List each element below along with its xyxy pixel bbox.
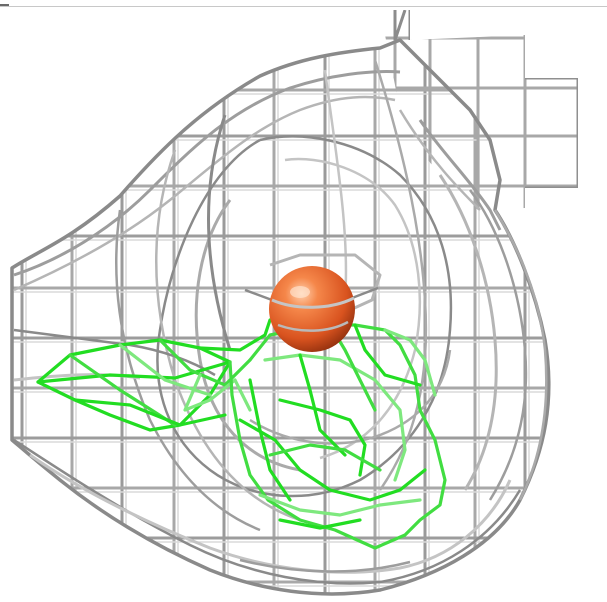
- mesh-contour-line: [284, 157, 422, 460]
- mesh-contour-line: [207, 114, 232, 351]
- mesh-contour-line: [438, 174, 498, 491]
- mesh-contour-line: [156, 135, 453, 498]
- mesh-contour-line: [13, 438, 522, 585]
- cavity-mesh-line: [278, 398, 367, 477]
- mesh-contour-line: [468, 189, 528, 501]
- cavity-mesh-line: [198, 318, 272, 352]
- mesh-contours: [10, 38, 551, 596]
- mesh-contour-line: [493, 209, 548, 501]
- mesh-contour-line: [13, 70, 401, 277]
- box-outline: [525, 76, 578, 190]
- mesh-contour-line: [398, 109, 481, 211]
- cavity-mesh-line: [258, 493, 422, 517]
- cavity-mesh-line: [238, 418, 427, 502]
- mesh-contour-line: [269, 253, 382, 312]
- cavity-mesh-line: [68, 353, 177, 427]
- mesh-contour-line: [323, 69, 348, 301]
- ligand-highlight: [290, 286, 310, 298]
- mesh-contour-line: [418, 119, 502, 231]
- cavity-mesh-line: [36, 338, 232, 432]
- cavity-mesh-line: [268, 443, 382, 472]
- ligand-ball[interactable]: [269, 266, 355, 352]
- mesh-contour-line: [239, 558, 411, 573]
- top-border: [0, 6, 607, 7]
- mesh-outer-contour: [10, 38, 551, 596]
- ligand-mesh-crossing: [271, 296, 355, 309]
- top-left-mark: [0, 4, 9, 6]
- cavity-mesh-line: [298, 353, 347, 457]
- cavity-mesh-line: [248, 378, 292, 502]
- cavity-mesh-line: [353, 323, 422, 387]
- cavity-mesh-line: [158, 338, 252, 387]
- cavity-mesh-line: [183, 373, 252, 412]
- cavity-mesh-line: [383, 328, 437, 397]
- cavity-mesh-line: [278, 518, 362, 530]
- mesh-contour-line: [373, 59, 428, 491]
- mesh-contour-line: [244, 286, 379, 302]
- mesh-contour-line: [155, 149, 301, 522]
- mesh-contour-line: [115, 209, 261, 532]
- cavity-mesh-line: [36, 360, 232, 384]
- cavity-mesh-line: [73, 398, 227, 427]
- ligand-sphere[interactable]: [269, 266, 355, 352]
- ligand-mesh-crossing-lower: [277, 320, 349, 332]
- box-stem: [393, 10, 412, 41]
- cavity-mesh: [36, 318, 447, 550]
- mesh-contour-line: [249, 349, 452, 445]
